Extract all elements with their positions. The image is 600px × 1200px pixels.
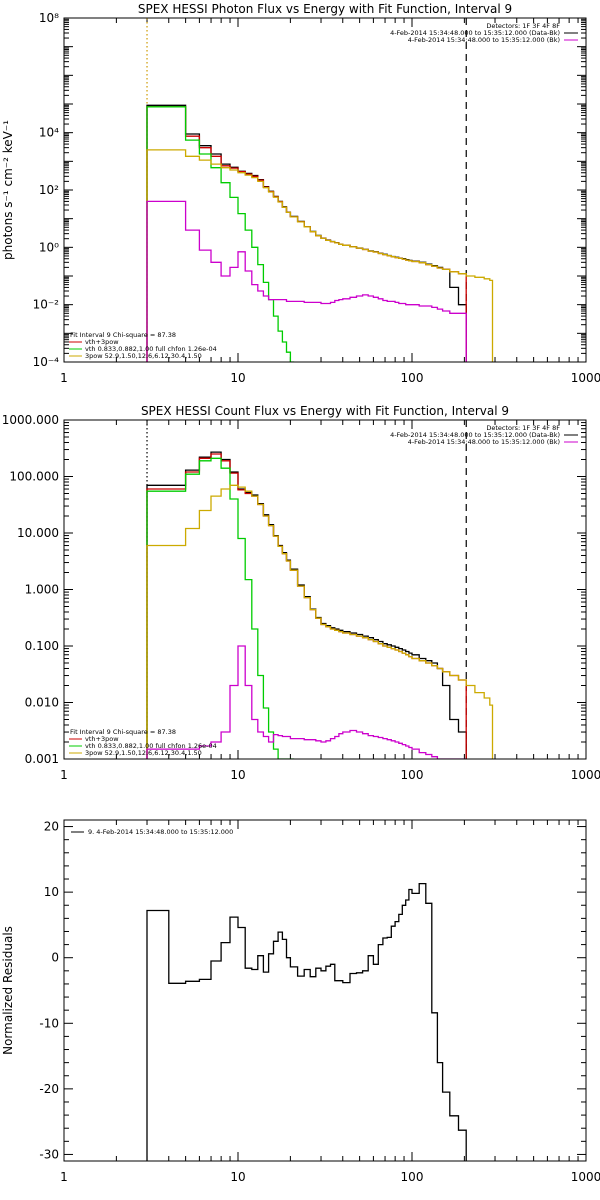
series-line-4 <box>146 149 494 362</box>
legend-entry-bottomleft: vth 0.833,0.882,1.00 full chfon 1.26e-04 <box>85 742 217 750</box>
y-tick-label: 10 <box>44 885 59 899</box>
plot-area <box>146 882 467 1161</box>
legend-entry-topright: Detectors: 1F 3F 4F 8F <box>486 22 560 30</box>
y-tick-label: 10⁸ <box>39 11 59 25</box>
y-tick-label: 10.000 <box>17 526 59 540</box>
x-tick-label: 1 <box>60 371 68 385</box>
plot-frame <box>63 419 587 760</box>
plot-frame <box>63 17 587 363</box>
legend-entry-topright: Detectors: 1F 3F 4F 8F <box>486 424 560 432</box>
y-tick-label: 0.100 <box>25 639 59 653</box>
x-tick-label: 1000 <box>571 371 600 385</box>
series-line-3 <box>146 106 295 362</box>
chart-panel-1: SPEX HESSI Photon Flux vs Energy with Fi… <box>1 2 600 385</box>
legend-entry-bottomleft: Fit Interval 9 Chi-square = 87.38 <box>70 728 176 736</box>
series-line-1 <box>146 104 467 362</box>
y-tick-label: -30 <box>39 1147 59 1161</box>
legend-entry-topleft: 9. 4-Feb-2014 15:34:48.000 to 15:35:12.0… <box>88 828 233 836</box>
legend-entry-topright: 4-Feb-2014 15:34:48.000 to 15:35:12.000 … <box>390 29 560 37</box>
y-tick-label: 10⁰ <box>39 240 59 254</box>
legend-entry-topright: 4-Feb-2014 15:34:48.000 to 15:35:12.000 … <box>390 431 560 439</box>
series-line-1 <box>146 451 467 759</box>
y-tick-label: 100.000 <box>9 470 59 484</box>
y-tick-label: 20 <box>44 820 59 834</box>
x-tick-label: 1000 <box>571 1170 600 1184</box>
y-tick-label: 10⁴ <box>39 126 59 140</box>
plot-area <box>146 104 494 362</box>
legend-entry-bottomleft: Fit Interval 9 Chi-square = 87.38 <box>70 331 176 339</box>
x-tick-label: 10 <box>230 1170 245 1184</box>
x-tick-label: 100 <box>401 371 424 385</box>
y-tick-label: 0.001 <box>25 752 59 766</box>
series-line-2 <box>146 106 467 362</box>
series-line-2 <box>146 453 467 759</box>
y-axis-label: Normalized Residuals <box>1 926 15 1055</box>
y-tick-label: 0.010 <box>25 696 59 710</box>
x-tick-label: 100 <box>401 768 424 782</box>
legend-entry-bottomleft: vth+3pow <box>85 735 119 743</box>
chart-panel-2: SPEX HESSI Count Flux vs Energy with Fit… <box>2 404 600 782</box>
x-tick-label: 100 <box>401 1170 424 1184</box>
legend-entry-topright: 4-Feb-2014 15:34:48.000 to 15:35:12.000 … <box>408 438 560 446</box>
chart-panel-3: Normalized Residuals 1 10 100 1000 -30 -20 -10 0… <box>1 819 600 1184</box>
plot-frame <box>63 819 587 1162</box>
chart-title: SPEX HESSI Count Flux vs Energy with Fit… <box>141 404 509 418</box>
series-line-1 <box>146 882 467 1161</box>
x-tick-label: 1 <box>60 768 68 782</box>
series-line-5 <box>146 200 467 362</box>
x-tick-label: 1000 <box>571 768 600 782</box>
legend-entry-bottomleft: vth 0.833,0.882,1.00 full chfon 1.26e-04 <box>85 345 217 353</box>
legend-entry-bottomleft: vth+3pow <box>85 338 119 346</box>
chart-title: SPEX HESSI Photon Flux vs Energy with Fi… <box>138 2 512 16</box>
legend-entry-bottomleft: 3pow 52.9,1.50,12.6,6.12,30.4,1.50 <box>85 749 202 757</box>
x-tick-label: 10 <box>230 768 245 782</box>
x-tick-label: 1 <box>60 1170 68 1184</box>
series-line-3 <box>146 457 295 759</box>
series-line-5 <box>146 645 467 759</box>
plot-area <box>146 451 494 759</box>
y-tick-label: 10² <box>39 183 59 197</box>
y-tick-label: 1.000 <box>25 583 59 597</box>
y-tick-label: -20 <box>39 1082 59 1096</box>
y-tick-label: 1000.000 <box>2 413 59 427</box>
legend-entry-bottomleft: 3pow 52.9,1.50,12.6,6.12,30.4,1.50 <box>85 352 202 360</box>
y-tick-label: 0 <box>51 951 59 965</box>
x-tick-label: 10 <box>230 371 245 385</box>
series-line-4 <box>146 484 494 759</box>
y-tick-label: 10⁻² <box>33 298 60 312</box>
y-tick-label: 10⁻⁴ <box>33 355 60 369</box>
y-tick-label: -10 <box>39 1016 59 1030</box>
legend-entry-topright: 4-Feb-2014 15:34:48.000 to 15:35:12.000 … <box>408 36 560 44</box>
y-axis-label: photons s⁻¹ cm⁻² keV⁻¹ <box>1 120 15 260</box>
